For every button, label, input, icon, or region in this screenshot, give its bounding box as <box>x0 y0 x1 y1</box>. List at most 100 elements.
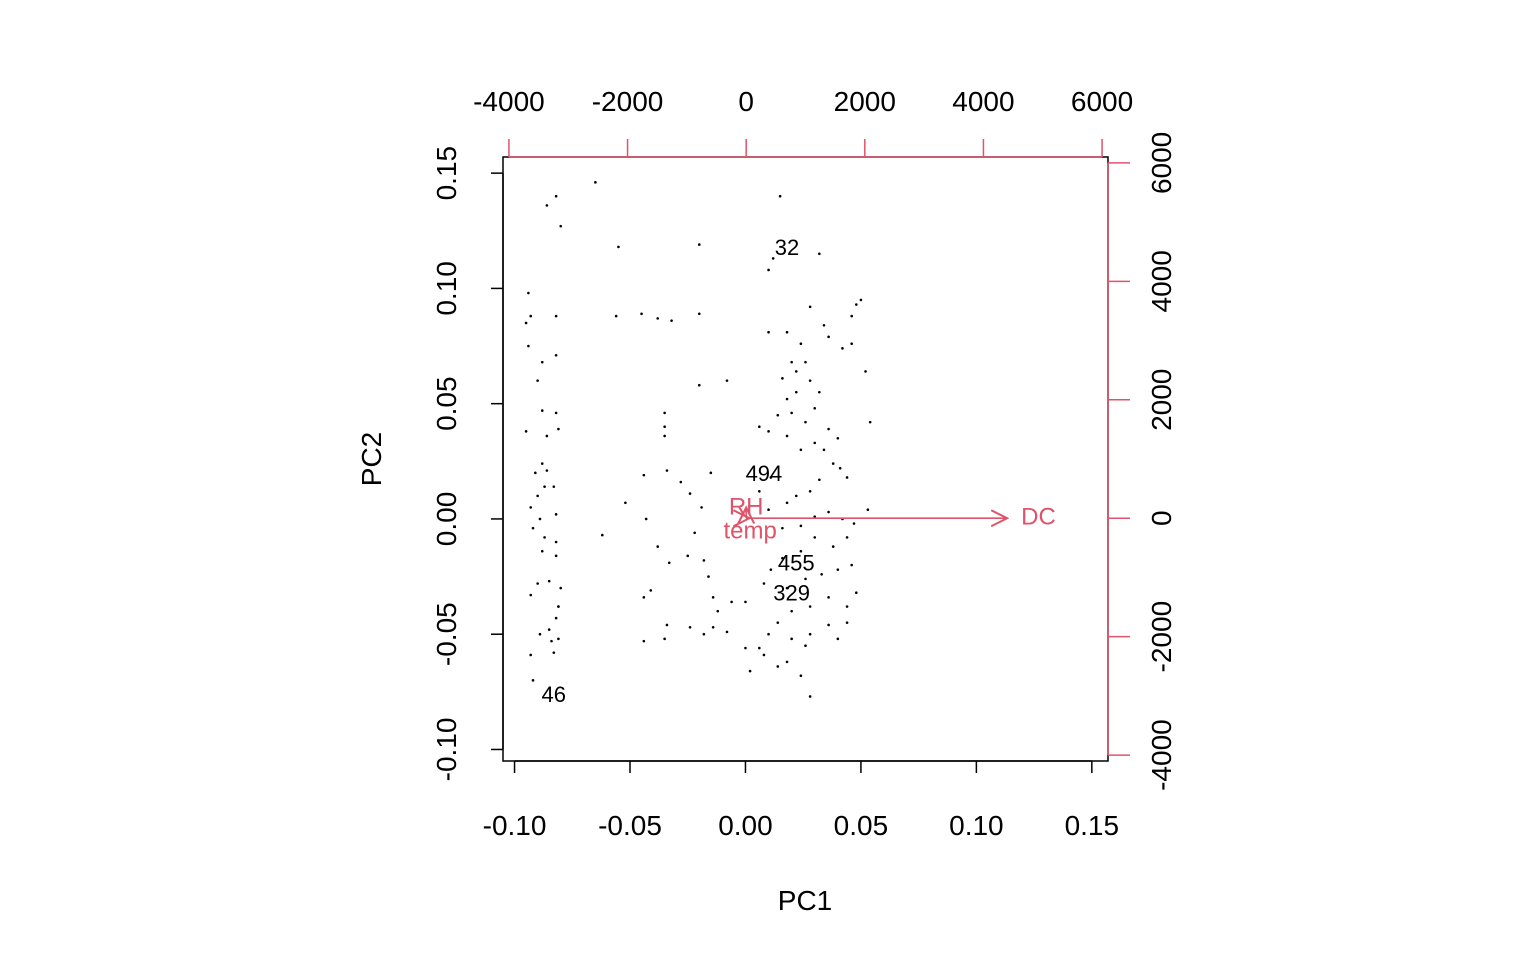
data-point <box>711 596 715 599</box>
data-point <box>790 637 793 641</box>
data-point <box>554 314 558 318</box>
data-point <box>778 194 782 198</box>
data-point <box>524 321 528 325</box>
data-point <box>836 436 840 440</box>
data-point <box>700 506 703 509</box>
data-point <box>813 441 817 445</box>
data-point <box>767 508 770 512</box>
data-point <box>813 515 817 518</box>
data-point <box>663 411 666 415</box>
data-point <box>614 314 618 318</box>
data-point <box>785 501 789 505</box>
x-tick-label: 0.10 <box>949 810 1004 841</box>
y-tick-label: -0.10 <box>431 718 462 782</box>
x-tick-label: 0.00 <box>718 810 773 841</box>
data-point <box>716 609 720 613</box>
data-point <box>845 621 849 624</box>
x-axis-title: PC1 <box>778 885 832 916</box>
data-point <box>744 600 747 604</box>
right-tick-label: 0 <box>1146 510 1177 526</box>
data-point <box>767 330 770 334</box>
data-point <box>781 556 784 560</box>
data-point <box>808 695 812 698</box>
data-point <box>559 586 563 590</box>
observation-label: 46 <box>542 682 566 707</box>
y-axis-left: -0.10 -0.05 0.00 0.05 0.10 0.15 <box>431 146 504 782</box>
data-point <box>822 448 826 452</box>
data-point <box>656 317 660 320</box>
data-point <box>831 545 835 548</box>
data-point <box>836 568 840 571</box>
data-point <box>688 492 692 495</box>
data-point <box>547 628 551 631</box>
x-tick-label: -0.05 <box>598 810 662 841</box>
data-point <box>827 335 830 339</box>
data-point <box>758 425 761 429</box>
data-point <box>559 224 563 228</box>
observation-points <box>524 181 872 698</box>
data-point <box>813 536 817 539</box>
right-tick-label: 4000 <box>1146 250 1177 312</box>
data-point <box>758 646 761 650</box>
data-point <box>799 549 803 553</box>
data-point <box>552 485 556 488</box>
data-point <box>850 314 853 318</box>
data-point <box>524 430 528 433</box>
data-point <box>804 360 807 364</box>
data-point <box>679 480 683 484</box>
data-point <box>818 252 821 256</box>
data-point <box>813 406 817 410</box>
data-point <box>536 582 539 585</box>
data-point <box>808 379 812 382</box>
loading-label-dc: DC <box>1021 504 1056 531</box>
data-point <box>855 591 858 595</box>
data-point <box>804 420 807 424</box>
data-point <box>642 596 646 599</box>
data-point <box>794 390 798 394</box>
top-tick-label: -2000 <box>592 86 664 117</box>
data-point <box>554 616 558 620</box>
top-tick-label: 2000 <box>834 86 896 117</box>
y-tick-label: -0.05 <box>431 602 462 666</box>
data-point <box>538 517 542 521</box>
data-point <box>557 605 560 608</box>
data-point <box>781 526 784 530</box>
data-point <box>540 409 544 412</box>
data-point <box>804 577 807 581</box>
data-point <box>841 347 844 350</box>
data-point <box>785 434 789 438</box>
top-tick-label: 4000 <box>952 86 1014 117</box>
x-tick-label: 0.15 <box>1065 810 1120 841</box>
data-point <box>529 506 533 509</box>
data-point <box>781 377 784 380</box>
data-point <box>527 344 530 348</box>
data-point <box>707 575 710 578</box>
data-point <box>868 420 872 424</box>
data-point <box>804 644 807 648</box>
plot-frame <box>502 156 1109 762</box>
data-point <box>866 508 870 512</box>
data-point <box>663 434 666 438</box>
data-point <box>554 554 558 558</box>
data-point <box>859 298 863 302</box>
data-point <box>552 651 556 654</box>
y-tick-label: 0.15 <box>431 146 462 201</box>
data-point <box>624 501 627 505</box>
data-point <box>767 430 770 433</box>
data-point <box>794 494 798 498</box>
data-point <box>686 554 690 558</box>
x-tick-label: -0.10 <box>483 810 547 841</box>
data-point <box>785 660 789 664</box>
data-point <box>818 478 821 482</box>
data-point <box>545 469 549 472</box>
data-point <box>670 319 673 322</box>
right-tick-label: -4000 <box>1146 719 1177 791</box>
data-point <box>799 448 803 452</box>
data-point <box>697 312 701 316</box>
data-point <box>820 572 823 576</box>
data-point <box>594 181 597 184</box>
data-point <box>531 679 535 682</box>
data-point <box>769 568 773 571</box>
